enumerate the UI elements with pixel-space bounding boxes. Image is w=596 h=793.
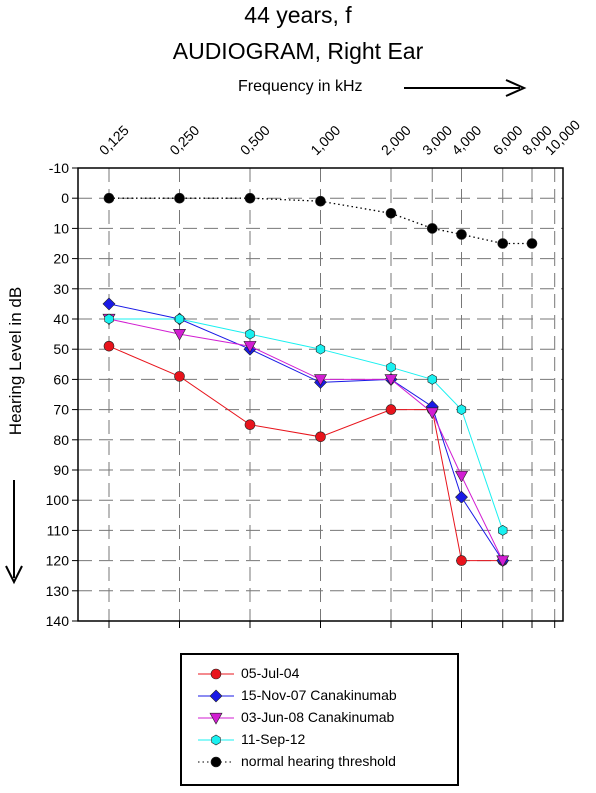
data-point: [456, 404, 467, 415]
y-tick-label: -10: [49, 160, 69, 176]
legend-symbol: [198, 712, 234, 725]
legend-marker: [211, 734, 221, 746]
series-line: [108, 345, 503, 562]
legend-label: 03-Jun-08 Canakinumab: [241, 709, 395, 725]
legend-entry: 11-Sep-12: [182, 729, 457, 751]
data-point: [315, 343, 326, 355]
data-point: [315, 431, 326, 443]
legend-symbol: [198, 734, 234, 746]
x-axis-label: Frequency in kHz: [238, 78, 363, 95]
series-line: [108, 318, 504, 561]
data-point: [425, 407, 439, 420]
data-point: [174, 371, 185, 382]
series-2: [102, 313, 510, 568]
series-3: [104, 313, 508, 536]
y-tick-label: 130: [46, 583, 70, 599]
data-point: [386, 361, 396, 373]
data-point: [243, 341, 257, 353]
legend-marker: [209, 689, 223, 703]
data-point: [456, 229, 467, 240]
data-point: [456, 555, 467, 566]
y-tick-label: 30: [53, 281, 69, 297]
data-point: [427, 374, 437, 385]
x-tick-label: 0,250: [166, 122, 202, 158]
chart-subtitle: AUDIOGRAM, Right Ear: [172, 38, 424, 64]
y-axis-label: Hearing Level in dB: [6, 287, 25, 435]
legend-symbol: [198, 756, 234, 768]
data-point: [103, 340, 115, 352]
legend-label: 05-Jul-04: [241, 665, 300, 681]
data-point: [454, 470, 469, 483]
data-point: [174, 313, 185, 325]
series-line: [109, 318, 504, 531]
y-tick-label: 140: [46, 613, 70, 629]
legend-label: 15-Nov-07 Canakinumab: [241, 687, 397, 703]
legend-entry: 03-Jun-08 Canakinumab: [182, 707, 457, 729]
y-tick-label: 110: [47, 522, 70, 538]
legend-label: 11-Sep-12: [241, 731, 306, 747]
x-axis-arrow-head: [505, 79, 527, 97]
y-tick-label: 90: [53, 462, 69, 478]
y-tick-label: 20: [53, 251, 69, 267]
series-4: [103, 192, 538, 249]
y-tick-label: 50: [53, 341, 69, 357]
data-point: [102, 297, 116, 311]
data-point: [104, 313, 114, 325]
legend-label: normal hearing threshold: [241, 753, 396, 769]
legend-entry: 05-Jul-04: [182, 663, 457, 685]
y-axis-arrow-head: [5, 565, 23, 585]
x-tick-label: 0,125: [96, 122, 132, 158]
legend-symbol: [198, 689, 234, 703]
data-point: [244, 419, 256, 431]
series-line: [108, 303, 504, 561]
y-tick-label: 40: [53, 311, 69, 327]
x-tick-label: 0,500: [237, 122, 273, 158]
data-point: [245, 328, 255, 340]
y-tick-label: 0: [61, 190, 69, 206]
y-tick-label: 70: [53, 402, 69, 418]
y-tick-label: 120: [46, 553, 70, 569]
data-point: [384, 374, 398, 387]
legend: 05-Jul-04 15-Nov-07 Canakinumab 03-Jun-08 …: [180, 653, 459, 786]
data-point: [244, 192, 256, 204]
data-point: [498, 525, 508, 536]
legend-entry: 15-Nov-07 Canakinumab: [182, 685, 457, 707]
plot-frame: [77, 167, 564, 622]
chart-title: 44 years, f: [244, 2, 352, 28]
data-point: [315, 195, 326, 207]
data-point: [172, 328, 187, 341]
data-point: [497, 238, 509, 249]
legend-marker: [209, 712, 223, 725]
data-point: [526, 238, 538, 249]
data-point: [496, 555, 510, 568]
x-tick-label: 6,000: [490, 122, 526, 158]
legend-marker: [210, 756, 222, 768]
x-tick-label: 4,000: [448, 122, 484, 158]
y-tick-label: 80: [53, 432, 69, 448]
x-tick-label: 1,000: [307, 122, 343, 158]
y-tick-label: 60: [53, 371, 69, 387]
x-tick-label: 2,000: [378, 122, 414, 158]
data-point: [313, 374, 328, 387]
data-point: [174, 192, 185, 204]
series-1: [102, 297, 510, 568]
y-tick-label: 10: [53, 220, 69, 236]
legend-symbol: [198, 668, 234, 680]
data-point: [426, 223, 438, 234]
data-point: [103, 192, 115, 204]
x-tick-label: 3,000: [419, 122, 455, 158]
data-point: [385, 208, 397, 219]
legend-marker: [210, 668, 222, 680]
y-tick-label: 100: [46, 492, 70, 508]
data-point: [455, 490, 468, 504]
legend-entry: normal hearing threshold: [182, 751, 457, 773]
data-point: [385, 404, 397, 415]
